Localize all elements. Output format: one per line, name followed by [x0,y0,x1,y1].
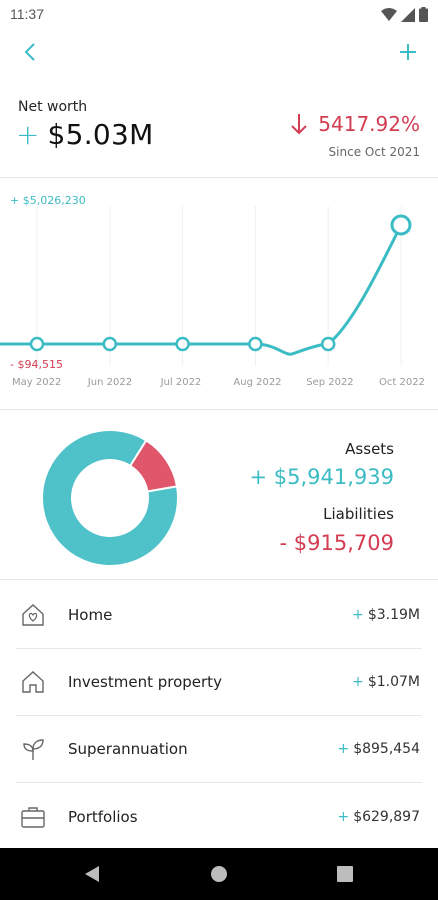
assets-label: Assets [345,440,394,458]
series-line [0,224,403,356]
net-worth-summary: Net worth + $5.03M 5417.92% Since Oct 20… [0,74,438,178]
y-max-label: + $5,026,230 [10,194,86,207]
change-percent: 5417.92% [318,112,420,136]
liabilities-value: - $915,709 [279,531,394,555]
x-tick-label: Oct 2022 [379,377,425,388]
nav-back-button[interactable] [80,862,104,886]
category-list: Home + $3.19M Investment property + $1.07M… [0,582,438,850]
nav-recents-button[interactable] [333,862,357,886]
value-amount: $629,897 [353,808,420,825]
data-point [29,336,45,352]
change-row: 5417.92% [290,112,420,136]
house-icon [20,663,58,701]
status-time: 11:37 [10,6,44,22]
y-min-label: - $94,515 [10,358,63,371]
status-bar: 11:37 [0,0,438,30]
list-item-value: + $1.07M [352,674,420,690]
donut-chart[interactable] [40,428,180,568]
net-worth-value: $5.03M [47,118,154,151]
nav-home-button[interactable] [207,862,231,886]
assets-liabilities-breakdown: Assets + $5,941,939 Liabilities - $915,7… [0,410,438,580]
chevron-left-icon [24,43,35,61]
list-item-portfolios[interactable]: Portfolios + $629,897 [16,783,422,850]
system-nav-bar [0,848,438,900]
x-tick-label: May 2022 [12,377,61,388]
x-tick-label: Jun 2022 [87,377,132,388]
data-point [175,336,190,352]
circle-home-icon [211,866,227,882]
list-item-label: Portfolios [68,807,138,826]
data-point [102,336,118,352]
net-worth-sign: + [16,118,40,151]
list-item-value: + $629,897 [337,809,420,825]
sprout-icon [20,730,58,768]
change-since: Since Oct 2021 [328,145,420,159]
list-item-home[interactable]: Home + $3.19M [16,582,422,649]
data-point [248,336,263,352]
status-icons [381,7,428,22]
list-item-label: Superannuation [68,740,188,758]
data-point [390,214,412,236]
value-sign: + [337,808,350,825]
list-item-superannuation[interactable]: Superannuation + $895,454 [16,716,422,783]
value-sign: + [337,741,350,757]
app-bar [0,30,438,74]
value-sign: + [352,607,364,623]
battery-icon [419,7,428,22]
donut-slice-assets [41,429,179,567]
list-item-label: Investment property [68,673,222,691]
triangle-back-icon [85,866,99,882]
x-tick-label: Sep 2022 [306,377,353,388]
value-amount: $895,454 [353,741,420,757]
value-amount: $3.19M [367,607,420,623]
x-tick-label: Aug 2022 [233,377,281,388]
plus-icon [400,44,416,60]
value-sign: + [352,674,364,690]
list-item-investment-property[interactable]: Investment property + $1.07M [16,649,422,716]
arrow-down-icon [291,114,307,135]
home-heart-icon [20,596,58,634]
square-recents-icon [337,866,353,882]
value-amount: $1.07M [367,674,420,690]
data-point [320,336,336,352]
signal-icon [401,7,415,22]
x-tick-label: Jul 2022 [160,377,202,388]
net-worth-chart[interactable]: + $5,026,230 - $94,515 May 2022 Jun 2022 Jul… [0,178,438,410]
wifi-icon [381,7,397,21]
list-item-value: + $3.19M [352,607,420,623]
add-button[interactable] [392,36,424,68]
back-button[interactable] [14,36,46,68]
list-item-value: + $895,454 [337,741,420,757]
list-item-label: Home [68,606,113,624]
line-chart[interactable]: + $5,026,230 - $94,515 May 2022 Jun 2022 Jul… [0,178,438,410]
liabilities-label: Liabilities [323,505,394,523]
assets-value: + $5,941,939 [249,465,394,489]
net-worth-label: Net worth [18,99,88,115]
briefcase-icon [20,798,58,836]
net-worth-value-row: + $5.03M [16,118,154,151]
